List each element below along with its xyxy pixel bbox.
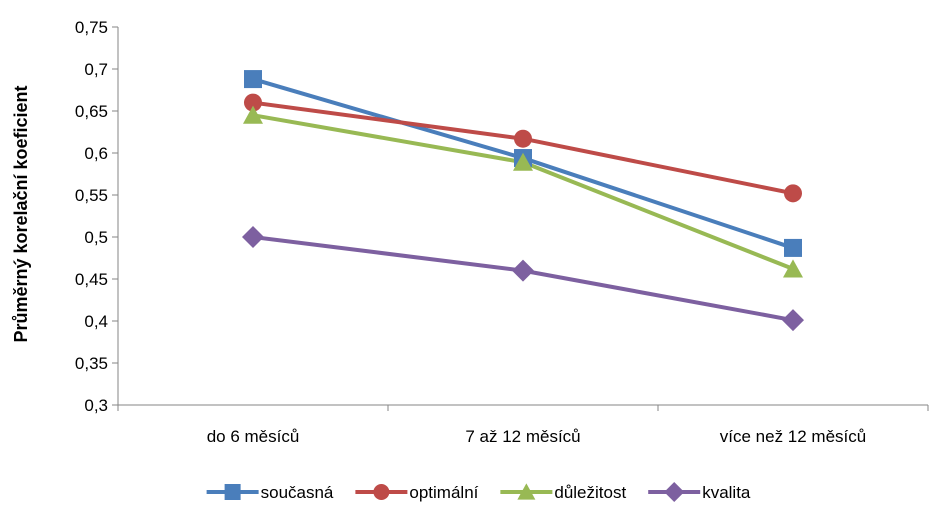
x-tick-label: více než 12 měsíců	[720, 427, 866, 446]
legend-item-soucasna: současná	[206, 483, 334, 502]
y-tick-label: 0,45	[75, 270, 108, 289]
data-point-dulezitost	[783, 259, 803, 278]
y-tick-label: 0,75	[75, 18, 108, 37]
y-tick-label: 0,6	[84, 144, 108, 163]
data-point-kvalita	[782, 309, 804, 332]
legend-marker	[664, 482, 685, 502]
legend-item-optimalni: optimální	[355, 483, 479, 502]
legend-label: současná	[261, 483, 334, 502]
legend-label: kvalita	[702, 483, 751, 502]
legend-item-dulezitost: důležitost	[500, 483, 626, 502]
x-tick-label: do 6 měsíců	[207, 427, 300, 446]
y-tick-label: 0,35	[75, 354, 108, 373]
x-tick-labels: do 6 měsíců 7 až 12 měsíců více než 12 měs…	[207, 427, 867, 446]
legend-marker	[517, 483, 536, 500]
legend-label: optimální	[409, 483, 478, 502]
y-tick-label: 0,3	[84, 396, 108, 415]
series-lines	[251, 77, 795, 323]
legend: současná optimální důležitost kvalita	[206, 482, 751, 502]
data-point-optimalni	[514, 129, 532, 148]
data-point-optimalni	[784, 184, 802, 203]
data-point-kvalita	[242, 226, 264, 248]
legend-marker	[373, 484, 390, 500]
y-axis-label: Průměrný korelační koeficient	[11, 85, 31, 342]
legend-label: důležitost	[554, 483, 626, 502]
y-tick-label: 0,55	[75, 186, 108, 205]
data-point-kvalita	[512, 259, 534, 282]
series-markers	[242, 70, 804, 332]
data-point-soucasna	[244, 70, 262, 89]
legend-item-kvalita: kvalita	[648, 482, 751, 502]
y-tick-label: 0,7	[84, 60, 108, 79]
y-tick-label: 0,4	[84, 312, 108, 331]
y-tick-label: 0,65	[75, 102, 108, 121]
y-tick-label: 0,5	[84, 228, 108, 247]
series-line-optimalni	[251, 100, 795, 196]
x-tick-label: 7 až 12 měsíců	[465, 427, 580, 446]
axes	[112, 26, 929, 411]
y-tick-labels: 0,3 0,35 0,4 0,45 0,5 0,55 0,6 0,65 0,7 0,75	[75, 18, 108, 415]
data-point-optimalni	[244, 93, 262, 112]
data-point-dulezitost	[513, 152, 533, 171]
legend-marker	[224, 484, 241, 500]
data-point-dulezitost	[243, 105, 263, 124]
data-point-soucasna	[784, 238, 802, 257]
